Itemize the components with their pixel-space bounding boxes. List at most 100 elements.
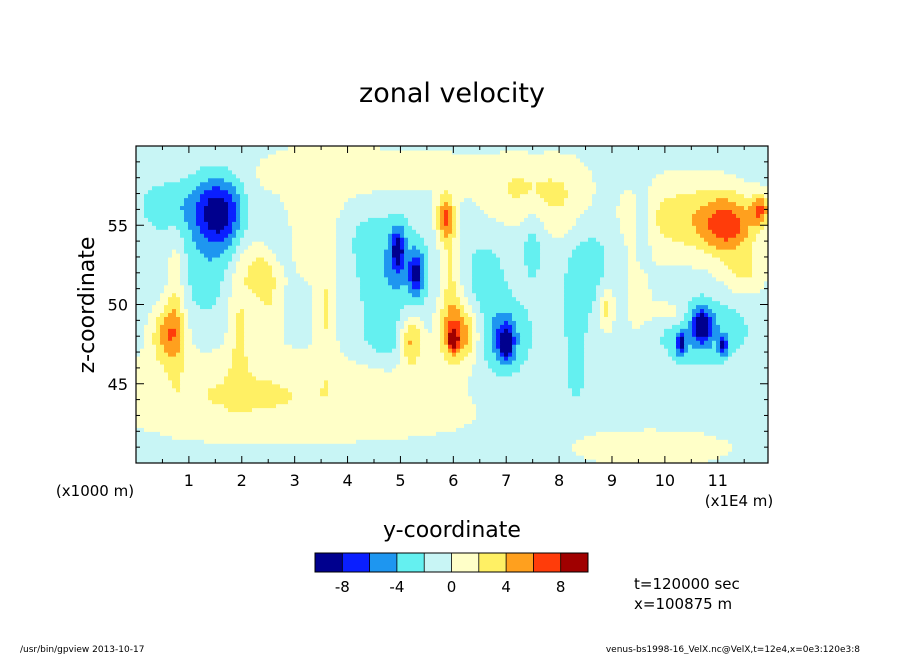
- heatmap-cell: [568, 367, 585, 373]
- heatmap-cell: [448, 320, 461, 325]
- heatmap-cell: [184, 201, 197, 207]
- heatmap-cell: [288, 399, 473, 405]
- heatmap-cell: [572, 249, 605, 254]
- heatmap-cell: [292, 252, 337, 258]
- heatmap-cell: [136, 241, 185, 246]
- heatmap-cell: [652, 296, 693, 302]
- heatmap-cell: [440, 264, 449, 270]
- heatmap-cell: [272, 264, 285, 270]
- heatmap-cell: [404, 213, 433, 218]
- heatmap-cell: [732, 443, 768, 448]
- heatmap-cell: [472, 371, 497, 377]
- heatmap-cell: [728, 304, 768, 310]
- heatmap-cell: [364, 332, 397, 337]
- heatmap-cell: [452, 264, 461, 270]
- heatmap-cell: [184, 336, 193, 341]
- heatmap-cell: [736, 245, 753, 250]
- heatmap-cell: [252, 260, 269, 266]
- heatmap-cell: [540, 249, 573, 254]
- heatmap-cell: [152, 221, 189, 226]
- heatmap-cell: [200, 348, 213, 353]
- heatmap-cell: [612, 288, 629, 294]
- heatmap-cell: [356, 268, 385, 274]
- heatmap-cell: [428, 268, 441, 274]
- heatmap-cell: [464, 356, 477, 361]
- heatmap-cell: [692, 328, 697, 333]
- heatmap-cell: [496, 312, 513, 317]
- heatmap-cell: [472, 399, 768, 405]
- heatmap-cell: [576, 451, 729, 456]
- heatmap-cell: [624, 237, 637, 242]
- heatmap-cell: [440, 280, 449, 286]
- heatmap-cell: [500, 359, 513, 365]
- heatmap-cell: [428, 288, 441, 294]
- heatmap-cell: [164, 316, 181, 321]
- heatmap-cell: [152, 308, 165, 314]
- heatmap-cell: [136, 443, 573, 448]
- heatmap-cell: [624, 241, 637, 246]
- heatmap-cell: [276, 284, 285, 290]
- heatmap-cell: [228, 165, 257, 171]
- heatmap-cell: [476, 201, 549, 207]
- heatmap-cell: [336, 241, 353, 246]
- heatmap-cell: [696, 320, 709, 325]
- heatmap-cell: [292, 395, 473, 401]
- heatmap-cell: [724, 340, 729, 345]
- heatmap-cell: [512, 332, 521, 337]
- heatmap-cell: [608, 312, 617, 317]
- heatmap-cell: [404, 245, 409, 250]
- heatmap-cell: [448, 260, 453, 266]
- heatmap-cell: [324, 288, 329, 294]
- heatmap-cell: [228, 328, 237, 333]
- heatmap-cell: [384, 367, 393, 373]
- heatmap-cell: [428, 256, 441, 262]
- heatmap-cell: [188, 268, 225, 274]
- heatmap-cell: [452, 149, 501, 155]
- heatmap-cell: [588, 205, 617, 210]
- heatmap-cell: [472, 280, 509, 286]
- heatmap-cell: [248, 193, 281, 199]
- heatmap-cell: [460, 241, 525, 246]
- heatmap-cell: [684, 340, 701, 345]
- heatmap-cell: [688, 348, 717, 353]
- heatmap-cell: [668, 300, 689, 306]
- heatmap-cell: [716, 435, 768, 440]
- heatmap-cell: [596, 288, 605, 294]
- heatmap-cell: [604, 249, 629, 254]
- heatmap-cell: [180, 276, 189, 282]
- heatmap-cell: [404, 264, 409, 270]
- heatmap-cell: [144, 201, 185, 207]
- heatmap-cell: [656, 217, 693, 222]
- heatmap-cell: [328, 288, 337, 294]
- heatmap-cell: [536, 268, 569, 274]
- heatmap-cell: [356, 256, 385, 262]
- heatmap-cell: [468, 328, 473, 333]
- x-axis-scale-note: (x1E4 m): [705, 492, 774, 510]
- heatmap-cell: [200, 165, 229, 171]
- heatmap-cell: [448, 332, 457, 337]
- heatmap-cell: [572, 447, 733, 452]
- heatmap-cell: [392, 225, 405, 230]
- heatmap-cell: [516, 324, 533, 329]
- heatmap-cell: [280, 260, 297, 266]
- heatmap-cell: [240, 193, 249, 199]
- heatmap-cell: [516, 348, 529, 353]
- heatmap-cell: [232, 193, 241, 199]
- heatmap-cell: [136, 272, 169, 278]
- heatmap-cell: [432, 320, 441, 325]
- heatmap-cell: [184, 367, 229, 373]
- heatmap-cell: [288, 213, 341, 218]
- heatmap-cell: [728, 348, 737, 353]
- heatmap-cell: [136, 249, 173, 254]
- heatmap-cell: [484, 344, 493, 349]
- heatmap-cell: [456, 292, 465, 298]
- heatmap-cell: [516, 344, 533, 349]
- heatmap-cell: [440, 217, 445, 222]
- heatmap-cell: [528, 308, 565, 314]
- heatmap-cell: [392, 229, 405, 234]
- heatmap-cell: [692, 312, 697, 317]
- heatmap-cell: [728, 352, 733, 357]
- heatmap-cell: [628, 296, 653, 302]
- heatmap-cell: [648, 185, 768, 191]
- heatmap-cell: [364, 300, 425, 306]
